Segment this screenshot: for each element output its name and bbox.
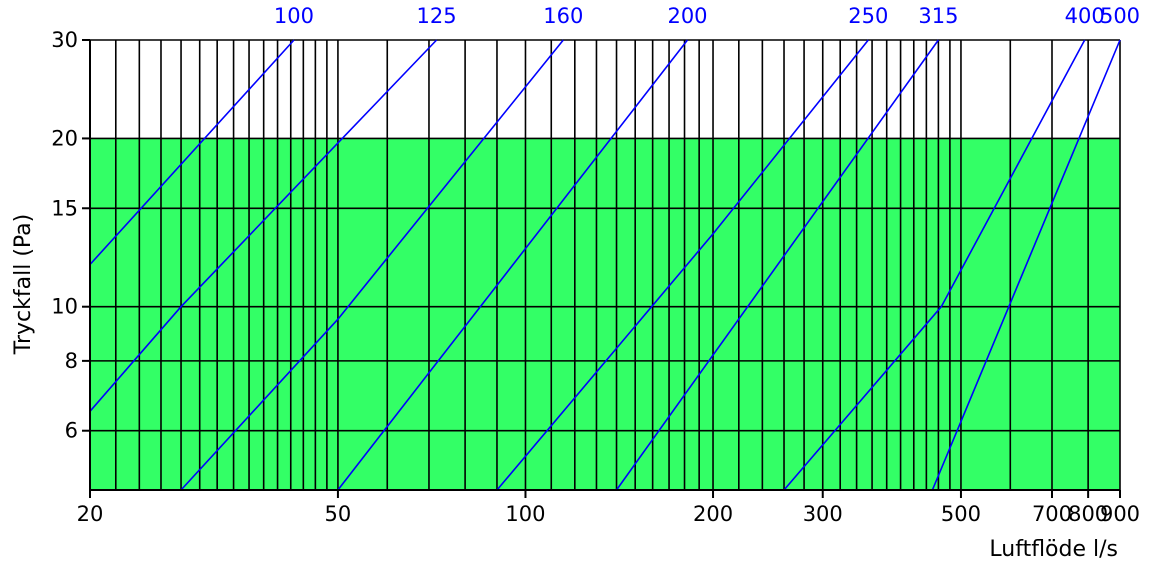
x-tick-label: 500	[941, 502, 981, 526]
y-tick-label: 20	[51, 126, 78, 150]
series-line-160	[180, 39, 564, 491]
x-axis-title: Luftflöde l/s	[989, 537, 1118, 562]
y-tick-label: 30	[51, 28, 78, 52]
series-label-125: 125	[417, 4, 457, 28]
series-label-315: 315	[918, 4, 958, 28]
series-label-400: 400	[1065, 4, 1105, 28]
series-line-100	[89, 39, 295, 266]
series-line-400	[783, 39, 1086, 491]
y-tick-label: 10	[51, 295, 78, 319]
series-label-250: 250	[848, 4, 888, 28]
y-axis-title: Tryckfall (Pa)	[11, 214, 36, 355]
series-line-250	[496, 39, 869, 491]
y-tick-label: 15	[51, 196, 78, 220]
x-tick-label: 20	[77, 502, 104, 526]
series-label-500: 500	[1100, 4, 1140, 28]
x-tick-label: 800	[1068, 502, 1108, 526]
series-line-500	[931, 39, 1121, 491]
y-tick-label: 8	[65, 349, 78, 373]
x-tick-label: 100	[505, 502, 545, 526]
series-label-200: 200	[667, 4, 707, 28]
series-line-315	[615, 39, 940, 491]
y-tick-label: 6	[65, 419, 78, 443]
x-tick-label: 200	[693, 502, 733, 526]
x-tick-label: 900	[1100, 502, 1140, 526]
series-label-100: 100	[274, 4, 314, 28]
x-tick-label: 300	[803, 502, 843, 526]
series-label-160: 160	[543, 4, 583, 28]
series-line-200	[337, 39, 689, 491]
x-tick-label: 50	[325, 502, 352, 526]
highlight-band	[90, 138, 1120, 491]
x-tick-label: 700	[1032, 502, 1072, 526]
series-line-125	[89, 39, 438, 412]
